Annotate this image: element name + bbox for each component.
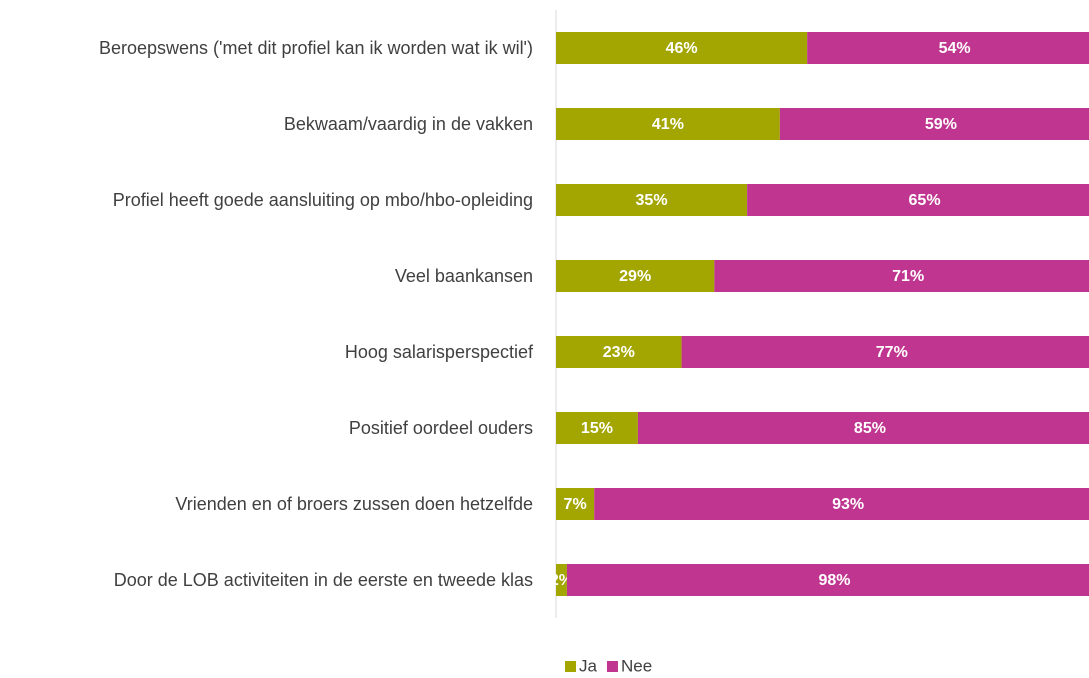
category-label: Positief oordeel ouders bbox=[348, 418, 533, 438]
value-label: 15% bbox=[581, 420, 613, 437]
value-label: 35% bbox=[636, 192, 668, 209]
value-label: 65% bbox=[909, 192, 941, 209]
value-label: 7% bbox=[564, 496, 587, 513]
value-label: 54% bbox=[939, 40, 971, 57]
bar-segment bbox=[779, 108, 1089, 140]
bar-segment bbox=[556, 564, 567, 596]
category-label: Vrienden en of broers zussen doen hetzel… bbox=[175, 494, 533, 514]
value-label: 59% bbox=[925, 116, 957, 133]
category-label: Bekwaam/vaardig in de vakken bbox=[283, 114, 533, 134]
value-label: 46% bbox=[666, 40, 698, 57]
value-label: 85% bbox=[854, 420, 886, 437]
bar-segment bbox=[637, 412, 1089, 444]
category-label: Door de LOB activiteiten in de eerste en… bbox=[113, 570, 533, 590]
legend-label: Ja bbox=[579, 656, 598, 675]
category-label: Beroepswens ('met dit profiel kan ik wor… bbox=[98, 38, 533, 58]
bar-segment bbox=[556, 108, 780, 140]
bar-segment bbox=[681, 336, 1089, 368]
value-label: 93% bbox=[832, 496, 864, 513]
legend-label: Nee bbox=[621, 656, 652, 675]
bar-segment bbox=[556, 184, 748, 216]
bar-segment bbox=[747, 184, 1089, 216]
bar-segment bbox=[594, 488, 1089, 520]
bar-segment bbox=[714, 260, 1089, 292]
bar-segment bbox=[556, 488, 595, 520]
value-label: 98% bbox=[818, 572, 850, 589]
value-label: 29% bbox=[619, 268, 651, 285]
value-label: 77% bbox=[876, 344, 908, 361]
bar-segment bbox=[556, 260, 715, 292]
category-label: Profiel heeft goede aansluiting op mbo/h… bbox=[112, 190, 533, 210]
value-label: 41% bbox=[652, 116, 684, 133]
legend-swatch bbox=[565, 661, 576, 672]
bar-segment bbox=[556, 336, 682, 368]
value-label: 71% bbox=[892, 268, 924, 285]
bar-segment bbox=[556, 32, 808, 64]
category-label: Hoog salarisperspectief bbox=[344, 342, 533, 362]
legend-swatch bbox=[606, 661, 618, 672]
value-label: 23% bbox=[603, 344, 635, 361]
bar-segment bbox=[556, 412, 638, 444]
bar-segment bbox=[566, 564, 1089, 596]
bar-segment bbox=[807, 32, 1089, 64]
category-label: Veel baankansen bbox=[394, 266, 533, 286]
